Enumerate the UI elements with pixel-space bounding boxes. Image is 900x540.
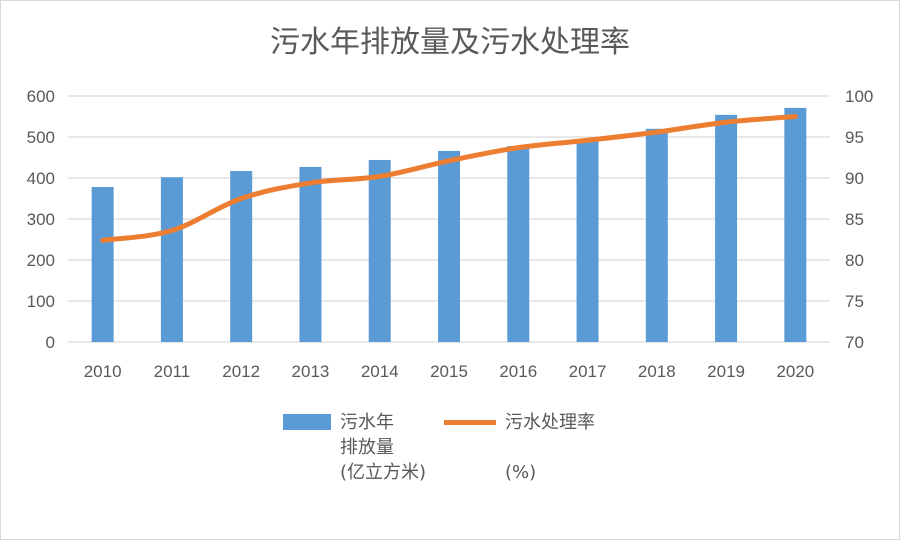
bar (784, 107, 807, 342)
legend-line-label: 污水处理率 (%) (505, 412, 595, 483)
x-tick-label: 2015 (430, 362, 468, 381)
y-left-tick-label: 300 (27, 210, 55, 229)
y-right-tick-label: 70 (845, 333, 864, 352)
y-left-tick-label: 400 (27, 169, 55, 188)
x-tick-label: 2014 (361, 362, 399, 381)
legend-bar-swatch (283, 414, 331, 430)
x-tick-label: 2012 (222, 362, 260, 381)
bar (160, 177, 183, 342)
x-tick-label: 2017 (569, 362, 607, 381)
y-right-tick-label: 85 (845, 210, 864, 229)
bar (576, 139, 599, 342)
bar (645, 128, 668, 342)
x-tick-label: 2020 (776, 362, 814, 381)
legend-bar-label: 污水年 排放量 (亿立方米) (340, 412, 427, 483)
y-right-tick-label: 90 (845, 169, 864, 188)
y-right-tick-label: 100 (845, 87, 873, 106)
x-tick-label: 2013 (292, 362, 330, 381)
y-right-tick-label: 75 (845, 292, 864, 311)
x-tick-label: 2019 (707, 362, 745, 381)
bar (438, 150, 460, 342)
legend-line-swatch (444, 420, 496, 425)
y-left-tick-label: 0 (46, 333, 55, 352)
x-tick-label: 2011 (154, 362, 191, 381)
bar (507, 146, 530, 342)
x-tick-label: 2018 (638, 362, 676, 381)
bar (91, 187, 114, 342)
y-left-tick-label: 200 (27, 251, 55, 270)
x-tick-label: 2016 (499, 362, 537, 381)
bar (299, 166, 322, 342)
x-tick-label: 2010 (84, 362, 122, 381)
chart-title: 污水年排放量及污水处理率 (270, 25, 630, 60)
bar (368, 159, 391, 342)
bar (230, 171, 253, 342)
y-left-tick-label: 100 (27, 292, 55, 311)
bar (715, 114, 738, 342)
y-left-tick-label: 600 (27, 87, 55, 106)
y-left-tick-label: 500 (27, 128, 55, 147)
y-right-tick-label: 80 (845, 251, 864, 270)
y-right-tick-label: 95 (845, 128, 864, 147)
